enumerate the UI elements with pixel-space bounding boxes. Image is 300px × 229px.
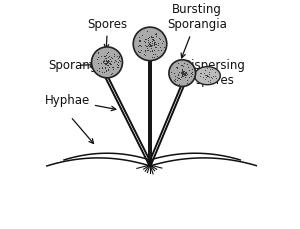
- Text: Dispersing
spores: Dispersing spores: [183, 59, 246, 87]
- Text: Bursting
Sporangia: Bursting Sporangia: [167, 3, 227, 58]
- Circle shape: [92, 47, 122, 78]
- Text: Spores: Spores: [88, 18, 128, 49]
- Text: Sporangia: Sporangia: [48, 59, 108, 72]
- Text: Hyphae: Hyphae: [45, 94, 116, 111]
- Circle shape: [133, 27, 167, 61]
- Circle shape: [169, 60, 196, 86]
- Polygon shape: [194, 67, 220, 85]
